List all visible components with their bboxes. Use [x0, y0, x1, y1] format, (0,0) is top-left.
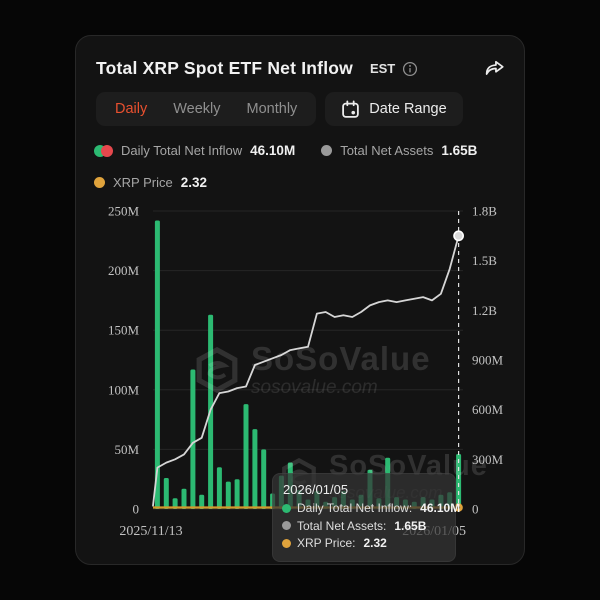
svg-text:200M: 200M [108, 263, 140, 278]
legend-inflow-label: Daily Total Net Inflow [121, 143, 243, 158]
share-icon[interactable] [483, 57, 506, 80]
legend-assets-label: Total Net Assets [340, 143, 434, 158]
legend-assets-value: 1.65B [441, 143, 478, 158]
legend-item-price[interactable]: XRP Price 2.32 [94, 175, 207, 190]
svg-text:900M: 900M [472, 353, 504, 368]
legend-price-value: 2.32 [180, 175, 208, 190]
legend-row-2: XRP Price 2.32 [94, 175, 207, 190]
page-title: Total XRP Spot ETF Net Inflow [96, 58, 353, 78]
tooltip-inflow-value: 46.10M [420, 501, 461, 515]
legend-price-label: XRP Price [113, 175, 173, 190]
svg-text:0: 0 [133, 502, 140, 517]
chart-area: 0 50M 100M 150M 200M 250M 0 300M 600M 900M 1.2B 1.5… [76, 196, 526, 576]
legend-item-inflow[interactable]: Daily Total Net Inflow 46.10M [94, 143, 295, 158]
toolbar: Daily Weekly Monthly Date Range [96, 92, 463, 126]
tooltip-assets-dot [282, 521, 291, 530]
svg-text:0: 0 [472, 502, 479, 517]
svg-text:250M: 250M [108, 204, 140, 219]
svg-text:300M: 300M [472, 452, 504, 467]
legend-inflow-value: 46.10M [250, 143, 296, 158]
tab-daily[interactable]: Daily [115, 101, 148, 117]
svg-text:150M: 150M [108, 323, 140, 338]
date-range-button[interactable]: Date Range [325, 92, 463, 126]
date-range-label: Date Range [369, 101, 447, 117]
tooltip-inflow-dot [282, 503, 291, 513]
tooltip-row-assets: Total Net Assets: 1.65B [282, 519, 446, 533]
tab-weekly[interactable]: Weekly [173, 101, 221, 117]
tooltip-price-label: XRP Price: [297, 536, 356, 550]
price-legend-dot [94, 177, 105, 188]
svg-text:1.8B: 1.8B [472, 204, 497, 219]
calendar-icon [342, 99, 360, 118]
tooltip-price-dot [282, 538, 291, 548]
tooltip-assets-value: 1.65B [394, 518, 427, 533]
assets-legend-dot [321, 145, 333, 156]
tooltip-price-value: 2.32 [363, 536, 387, 550]
svg-text:600M: 600M [472, 402, 504, 417]
svg-text:1.2B: 1.2B [472, 303, 497, 318]
chart-card: Total XRP Spot ETF Net Inflow EST Daily … [75, 35, 525, 565]
inflow-legend-icon [94, 144, 113, 157]
chart-tooltip: 2026/01/05 Daily Total Net Inflow: 46.10… [272, 473, 460, 562]
info-icon[interactable] [402, 61, 418, 77]
svg-text:100M: 100M [108, 382, 140, 397]
tab-monthly[interactable]: Monthly [246, 101, 298, 117]
legend-item-assets[interactable]: Total Net Assets 1.65B [321, 143, 477, 158]
tooltip-row-inflow: Daily Total Net Inflow: 46.10M [282, 501, 460, 515]
tooltip-inflow-label: Daily Total Net Inflow: [297, 501, 413, 515]
timezone-badge: EST [369, 61, 396, 76]
legend-row-1: Daily Total Net Inflow 46.10M Total Net … [94, 143, 477, 158]
interval-tabs: Daily Weekly Monthly [96, 92, 317, 126]
svg-text:2025/11/13: 2025/11/13 [119, 524, 182, 539]
tooltip-row-price: XRP Price: 2.32 [282, 536, 446, 550]
tooltip-date: 2026/01/05 [283, 482, 349, 497]
svg-text:50M: 50M [114, 442, 139, 457]
svg-text:1.5B: 1.5B [472, 253, 497, 268]
inflow-chart-svg: 0 50M 100M 150M 200M 250M 0 300M 600M 900M 1.2B 1.5… [108, 204, 504, 540]
card-header: Total XRP Spot ETF Net Inflow EST [96, 57, 506, 80]
tooltip-assets-label: Total Net Assets: [297, 518, 387, 533]
